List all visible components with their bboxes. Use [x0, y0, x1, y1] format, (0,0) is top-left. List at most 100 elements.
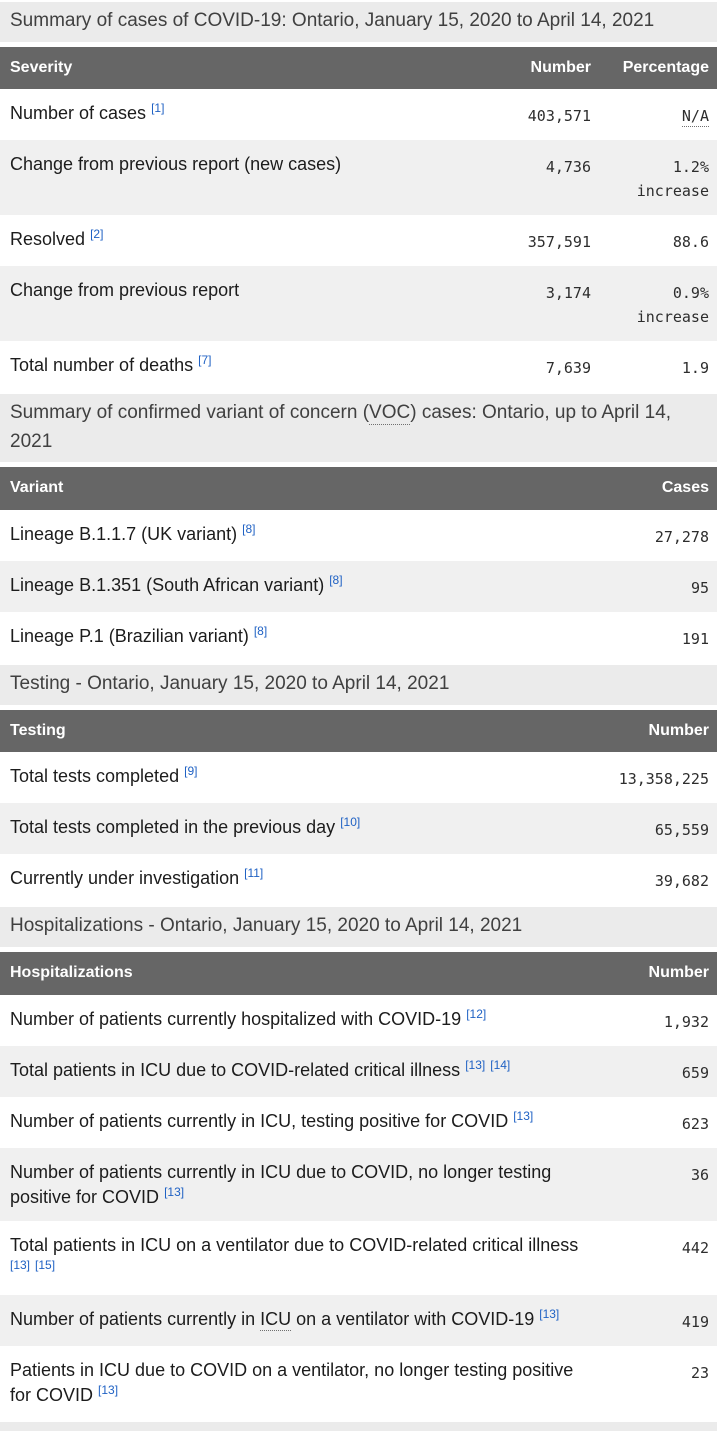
text: Summary of confirmed variant of concern …	[10, 402, 672, 452]
number-value: 7,639	[545, 359, 591, 378]
column-header: Cases	[607, 467, 717, 511]
number-value: 65,559	[654, 821, 709, 840]
footnote-sup: [10]	[340, 815, 360, 829]
table-row: Number of patients currently in ICU due …	[0, 1147, 717, 1222]
footnote-link[interactable]: [10]	[340, 815, 361, 830]
text: Number of patients currently in ICU due …	[10, 1161, 552, 1207]
section: Summary of confirmed variant of concern …	[0, 394, 717, 663]
text: Lineage B.1.351 (South African variant)	[10, 575, 325, 596]
percentage-note: increase	[636, 182, 709, 201]
number-value: 23	[690, 1364, 709, 1382]
number-value: 191	[681, 630, 709, 649]
text: Summary of cases of COVID-19: Ontario, J…	[10, 10, 655, 31]
text: 1.2%	[672, 158, 709, 177]
table-row: Currently under investigation [11] 39,682	[0, 854, 717, 905]
number-value: 419	[681, 1313, 709, 1331]
row-label: Lineage P.1 (Brazilian variant) [8]	[0, 612, 607, 663]
footnote-link[interactable]: [13]	[513, 1108, 534, 1123]
percentage-value: N/A	[599, 89, 717, 140]
text: 1.9	[681, 359, 709, 378]
footnote-link[interactable]: [12]	[466, 1006, 487, 1021]
number-value: 659	[681, 1063, 709, 1082]
data-table: Testing Number Total tests completed [9] 13…	[0, 709, 717, 906]
number-value: 36	[690, 1165, 709, 1184]
row-label: Number of patients currently hospitalize…	[0, 995, 607, 1046]
footnote-link[interactable]: [9]	[184, 764, 198, 779]
footnote-link[interactable]: [13]	[10, 1258, 31, 1273]
footnote-link[interactable]: [13]	[98, 1382, 119, 1397]
section: Summary of cases of COVID-19: Ontario, J…	[0, 2, 717, 392]
footnote-link[interactable]: [13]	[539, 1307, 560, 1321]
percentage-value: 1.2% increase	[599, 140, 717, 215]
number-value: 39,682	[654, 872, 709, 891]
footnote-sup: [1]	[151, 101, 164, 115]
header-row: Testing Number	[0, 709, 717, 753]
text: Change from previous report (new cases)	[10, 154, 342, 175]
table-row: Change from previous report (new cases) 4…	[0, 140, 717, 216]
footnote-link[interactable]: [11]	[244, 866, 264, 881]
number-value: 13,358,225	[618, 770, 709, 789]
footnote-link[interactable]: [14]	[490, 1057, 511, 1072]
table-row: Resolved [2] 357,591 88.6	[0, 215, 717, 266]
column-header: Variant	[0, 467, 607, 511]
text: Resolved	[10, 229, 86, 250]
section: Hospitalizations - Ontario, January 15, …	[0, 907, 717, 1419]
table-row: Lineage B.1.1.7 (UK variant) [8] 27,278	[0, 510, 717, 561]
footnote-link[interactable]: [13]	[465, 1057, 486, 1072]
number-value: 4,736	[545, 158, 591, 177]
table-row: Number of patients currently hospitalize…	[0, 995, 717, 1046]
table-row: Number of patients currently in ICU on a…	[0, 1295, 717, 1346]
footnote-link[interactable]: [7]	[198, 353, 212, 368]
table-row: Total tests completed in the previous da…	[0, 803, 717, 855]
number-value: 3,174	[545, 284, 591, 303]
text: Total tests completed	[10, 766, 180, 787]
row-label: Total number of deaths [7]	[0, 341, 494, 392]
footnote-link[interactable]: [1]	[151, 101, 165, 116]
footnote-sup: [13]	[10, 1258, 30, 1272]
row-label: Number of cases [1]	[0, 89, 494, 140]
data-table: Variant Cases Lineage B.1.1.7 (UK variant)…	[0, 467, 717, 663]
footnote-sup: [11]	[244, 866, 263, 880]
footnote-link[interactable]: [2]	[90, 227, 104, 242]
footnote-link[interactable]: [15]	[35, 1258, 56, 1273]
percentage-value: 88.6	[599, 215, 717, 266]
column-header: Severity	[0, 46, 494, 90]
footnote-link[interactable]: [8]	[242, 522, 256, 537]
text: Patients in ICU due to COVID on a ventil…	[10, 1360, 574, 1405]
footnote-sup: [9]	[184, 764, 197, 778]
number-value: 95	[690, 579, 709, 598]
data-table: Severity Number Percentage Number of cases …	[0, 46, 717, 393]
text: Total tests completed in the previous da…	[10, 817, 336, 838]
text: Number of cases	[10, 103, 147, 124]
percentage-note: increase	[636, 308, 709, 327]
section-heading: Testing - Ontario, January 15, 2020 to A…	[0, 665, 717, 705]
row-label: Patients in ICU due to COVID on a ventil…	[0, 1346, 607, 1420]
footnote-link[interactable]: [13]	[164, 1184, 185, 1199]
text: 88.6	[672, 233, 709, 252]
text: Lineage P.1 (Brazilian variant)	[10, 626, 249, 647]
table-row: Total number of deaths [7] 7,639 1.9	[0, 341, 717, 392]
abbr-term: ICU	[260, 1309, 292, 1331]
number-value: 442	[681, 1239, 709, 1258]
number-value: 357,591	[527, 233, 591, 252]
header-row: Hospitalizations Number	[0, 951, 717, 995]
column-header: Percentage	[599, 46, 717, 90]
column-header: Number	[494, 46, 599, 90]
text: Change from previous report	[10, 280, 240, 301]
row-label: Currently under investigation [11]	[0, 854, 607, 905]
footnote-sup: [14]	[490, 1058, 510, 1072]
column-header: Testing	[0, 709, 607, 753]
footnote-link[interactable]: [8]	[329, 573, 343, 588]
text: N/A	[681, 107, 709, 128]
row-label: Change from previous report (new cases)	[0, 140, 494, 215]
footnote-link[interactable]: [8]	[253, 624, 268, 639]
column-header: Number	[607, 951, 717, 995]
footnote-sup: [8]	[242, 522, 255, 536]
section-heading: Summary of confirmed variant of concern …	[0, 394, 717, 463]
text: Currently under investigation	[10, 868, 240, 889]
abbr-term: N/A	[681, 107, 709, 128]
number-value: 623	[681, 1114, 709, 1133]
row-label: Lineage B.1.351 (South African variant) …	[0, 561, 607, 612]
footnote-sup: [13]	[513, 1109, 533, 1123]
table-row: Total patients in ICU on a ventilator du…	[0, 1221, 717, 1295]
